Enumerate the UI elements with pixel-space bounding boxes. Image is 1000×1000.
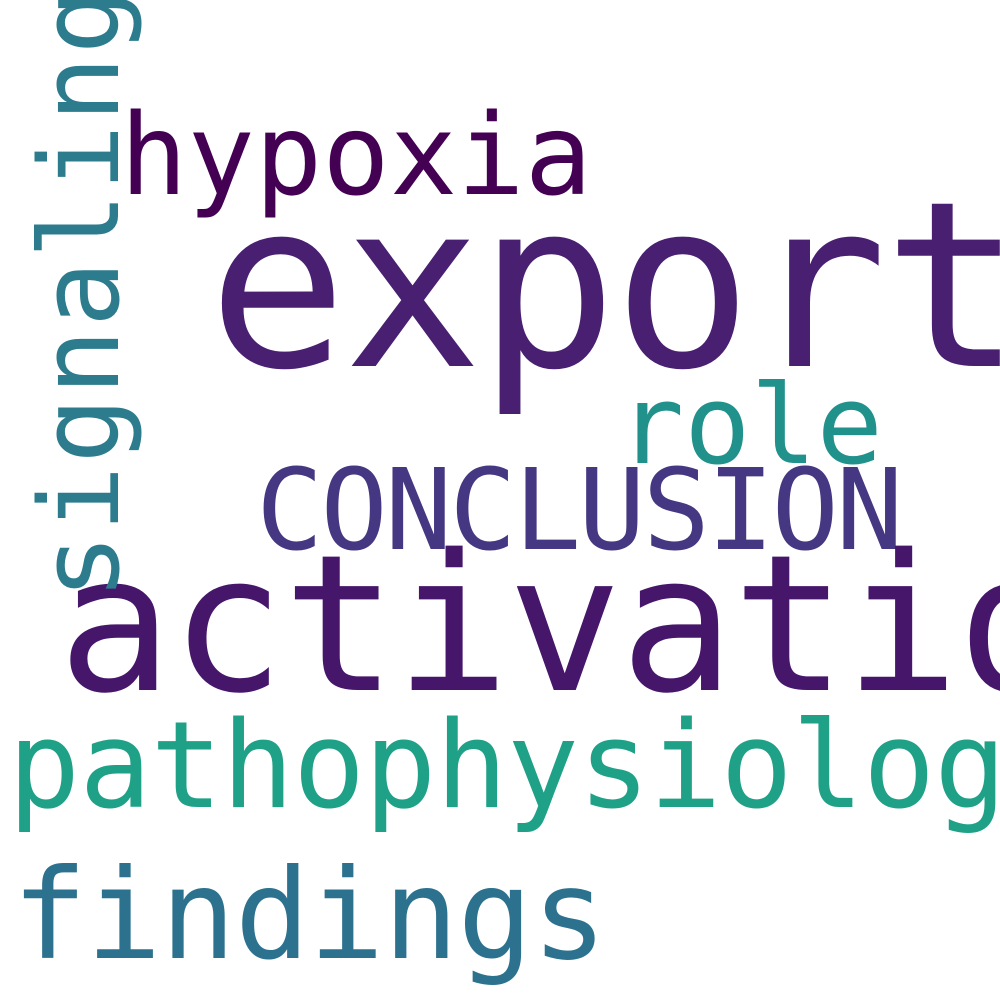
- word-findings: findings: [12, 843, 607, 988]
- word-hypoxia: hypoxia: [120, 91, 593, 221]
- word-conclusion: CONCLUSION: [256, 446, 903, 576]
- word-role: role: [618, 361, 883, 489]
- word-signaling: signaling: [16, 0, 144, 600]
- word-pathophysiology: pathophysiology: [8, 697, 1000, 836]
- word-activation: activation: [58, 514, 1000, 735]
- word-export: export: [208, 153, 1000, 421]
